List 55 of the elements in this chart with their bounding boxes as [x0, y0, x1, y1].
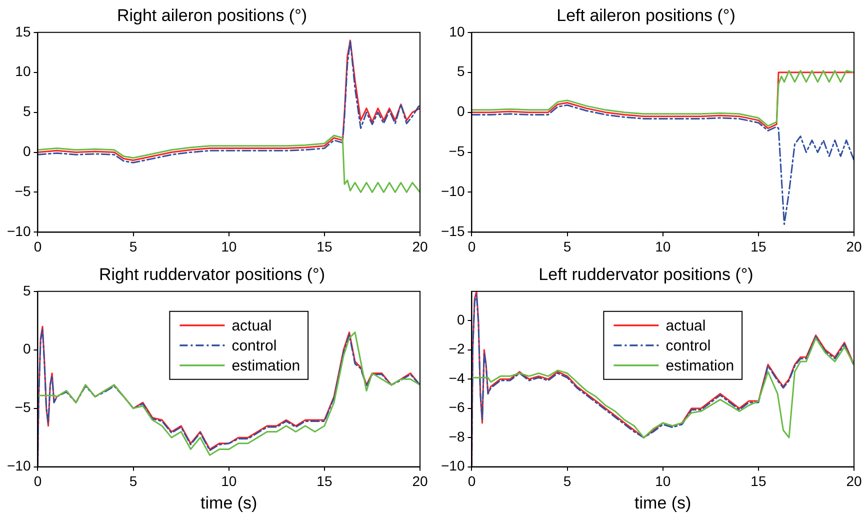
y-tick-label: 10 — [15, 63, 31, 80]
legend-label: control — [666, 338, 711, 355]
y-tick-label: −5 — [448, 143, 465, 160]
chart-title: Left aileron positions (°) — [556, 6, 736, 25]
x-tick-label: 0 — [468, 473, 476, 490]
y-tick-label: −10 — [441, 183, 465, 200]
y-tick-label: 15 — [15, 23, 31, 40]
legend-label: control — [232, 338, 277, 355]
y-tick-label: 0 — [456, 311, 465, 328]
x-tick-label: 20 — [412, 238, 428, 254]
x-axis-title: time (s) — [200, 493, 258, 512]
x-tick-label: 5 — [129, 238, 138, 254]
y-tick-label: 5 — [22, 103, 31, 120]
x-tick-label: 0 — [468, 238, 476, 254]
x-tick-label: 20 — [846, 473, 862, 490]
x-tick-label: 15 — [316, 238, 332, 254]
chart-title: Left ruddervator positions (°) — [538, 264, 754, 284]
x-tick-label: 0 — [34, 238, 42, 254]
x-tick-label: 15 — [750, 473, 766, 490]
y-tick-label: −10 — [441, 458, 465, 474]
y-tick-label: 5 — [456, 63, 465, 80]
x-tick-label: 15 — [750, 238, 766, 254]
x-tick-label: 20 — [846, 238, 862, 254]
y-tick-label: −6 — [448, 399, 465, 416]
x-tick-label: 5 — [563, 238, 572, 254]
chart-title: Right aileron positions (°) — [116, 6, 308, 25]
x-axis-title: time (s) — [634, 493, 692, 512]
legend-label: estimation — [232, 358, 300, 375]
y-tick-label: −10 — [7, 458, 31, 474]
chart-title: Right ruddervator positions (°) — [98, 264, 326, 284]
y-tick-label: −4 — [448, 370, 465, 386]
y-tick-label: 0 — [456, 103, 465, 120]
x-tick-label: 10 — [655, 238, 671, 254]
line-series — [472, 104, 854, 225]
legend-label: actual — [232, 318, 272, 335]
x-tick-label: 5 — [129, 473, 138, 490]
y-tick-label: 0 — [22, 340, 31, 357]
y-tick-label: −2 — [448, 340, 465, 357]
y-tick-label: −8 — [448, 428, 465, 444]
y-tick-label: −5 — [14, 183, 31, 200]
x-tick-label: 15 — [316, 473, 332, 490]
y-tick-label: −10 — [7, 223, 31, 240]
x-tick-label: 0 — [34, 473, 42, 490]
y-tick-label: −5 — [14, 399, 31, 416]
y-tick-label: −15 — [441, 223, 465, 240]
legend-label: estimation — [666, 358, 734, 375]
y-tick-label: 0 — [22, 143, 31, 160]
legend-label: actual — [666, 318, 706, 335]
x-tick-label: 10 — [221, 238, 237, 254]
x-tick-label: 5 — [563, 473, 572, 490]
y-tick-label: 10 — [449, 23, 465, 40]
x-tick-label: 10 — [221, 473, 237, 490]
y-tick-label: 5 — [22, 282, 31, 298]
x-tick-label: 10 — [655, 473, 671, 490]
x-tick-label: 20 — [412, 473, 428, 490]
